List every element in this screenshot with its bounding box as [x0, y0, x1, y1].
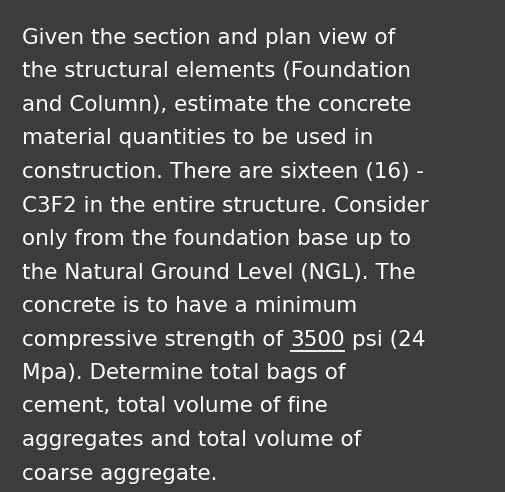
- Text: material quantities to be used in: material quantities to be used in: [22, 128, 373, 149]
- Text: C3F2 in the entire structure. Consider: C3F2 in the entire structure. Consider: [22, 195, 429, 215]
- Text: Given the section and plan view of: Given the section and plan view of: [22, 28, 395, 48]
- Text: construction. There are sixteen (16) -: construction. There are sixteen (16) -: [22, 162, 424, 182]
- FancyBboxPatch shape: [4, 4, 501, 488]
- Text: cement, total volume of fine: cement, total volume of fine: [22, 397, 328, 417]
- Text: aggregates and total volume of: aggregates and total volume of: [22, 430, 361, 450]
- Text: 3500: 3500: [290, 330, 344, 349]
- Text: psi (24: psi (24: [344, 330, 425, 349]
- Text: and Column), estimate the concrete: and Column), estimate the concrete: [22, 95, 412, 115]
- Text: concrete is to have a minimum: concrete is to have a minimum: [22, 296, 357, 316]
- Text: the structural elements (Foundation: the structural elements (Foundation: [22, 62, 411, 82]
- Text: compressive strength of: compressive strength of: [22, 330, 290, 349]
- Text: only from the foundation base up to: only from the foundation base up to: [22, 229, 411, 249]
- Text: Mpa). Determine total bags of: Mpa). Determine total bags of: [22, 363, 345, 383]
- Text: the Natural Ground Level (NGL). The: the Natural Ground Level (NGL). The: [22, 263, 416, 282]
- Text: coarse aggregate.: coarse aggregate.: [22, 463, 218, 484]
